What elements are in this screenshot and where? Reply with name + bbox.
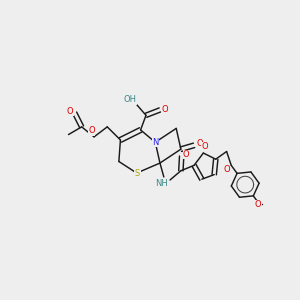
Text: O: O bbox=[255, 200, 262, 209]
Text: O: O bbox=[183, 150, 190, 159]
Text: O: O bbox=[202, 142, 208, 152]
Text: S: S bbox=[135, 169, 140, 178]
Text: OH: OH bbox=[123, 95, 136, 104]
Text: O: O bbox=[196, 139, 203, 148]
Text: O: O bbox=[161, 105, 168, 114]
Text: O: O bbox=[223, 165, 230, 174]
Text: O: O bbox=[67, 107, 73, 116]
Text: O: O bbox=[88, 126, 95, 135]
Text: NH: NH bbox=[155, 178, 168, 188]
Text: N: N bbox=[152, 138, 158, 147]
